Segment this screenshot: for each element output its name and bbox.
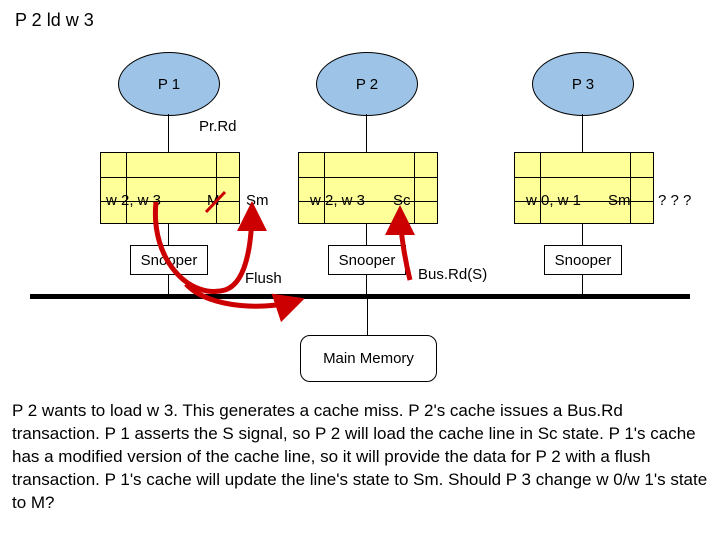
snooper-3: Snooper bbox=[544, 245, 622, 275]
snooper-1: Snooper bbox=[130, 245, 208, 275]
c2-data: w 2, w 3 bbox=[310, 192, 365, 209]
cache-c3 bbox=[514, 152, 654, 224]
line-s2-bus bbox=[366, 275, 367, 294]
line-p1-cache bbox=[168, 114, 169, 152]
busrd-label: Bus.Rd(S) bbox=[418, 266, 487, 283]
c3-state-sm: Sm bbox=[608, 192, 631, 209]
snooper-2-label: Snooper bbox=[339, 252, 396, 269]
line-c1-snooper bbox=[168, 224, 169, 245]
c1-state-sm: Sm bbox=[246, 192, 269, 209]
slide-title: P 2 ld w 3 bbox=[15, 10, 94, 31]
line-s3-bus bbox=[582, 275, 583, 294]
processor-p3: P 3 bbox=[532, 52, 634, 116]
cache-c1 bbox=[100, 152, 240, 224]
line-s1-bus bbox=[168, 275, 169, 294]
bus bbox=[30, 294, 690, 299]
c2-state-sc: Sc bbox=[393, 192, 411, 209]
line-bus-memory bbox=[367, 299, 368, 335]
c3-state-qqq: ? ? ? bbox=[658, 192, 691, 209]
p3-label: P 3 bbox=[572, 76, 594, 93]
processor-p1: P 1 bbox=[118, 52, 220, 116]
snooper-2: Snooper bbox=[328, 245, 406, 275]
main-memory: Main Memory bbox=[300, 335, 437, 382]
line-c2-snooper bbox=[366, 224, 367, 245]
c3-data: w 0, w 1 bbox=[526, 192, 581, 209]
line-p3-cache bbox=[582, 114, 583, 152]
p1-label: P 1 bbox=[158, 76, 180, 93]
prrd-label: Pr.Rd bbox=[199, 118, 237, 135]
line-p2-cache bbox=[366, 114, 367, 152]
p2-label: P 2 bbox=[356, 76, 378, 93]
c1-state-m: M bbox=[207, 192, 220, 209]
flush-label: Flush bbox=[245, 270, 282, 287]
processor-p2: P 2 bbox=[316, 52, 418, 116]
c1-data: w 2, w 3 bbox=[106, 192, 161, 209]
line-c3-snooper bbox=[582, 224, 583, 245]
memory-label: Main Memory bbox=[323, 350, 414, 367]
cache-c2 bbox=[298, 152, 438, 224]
snooper-1-label: Snooper bbox=[141, 252, 198, 269]
snooper-3-label: Snooper bbox=[555, 252, 612, 269]
description-text: P 2 wants to load w 3. This generates a … bbox=[12, 400, 708, 515]
